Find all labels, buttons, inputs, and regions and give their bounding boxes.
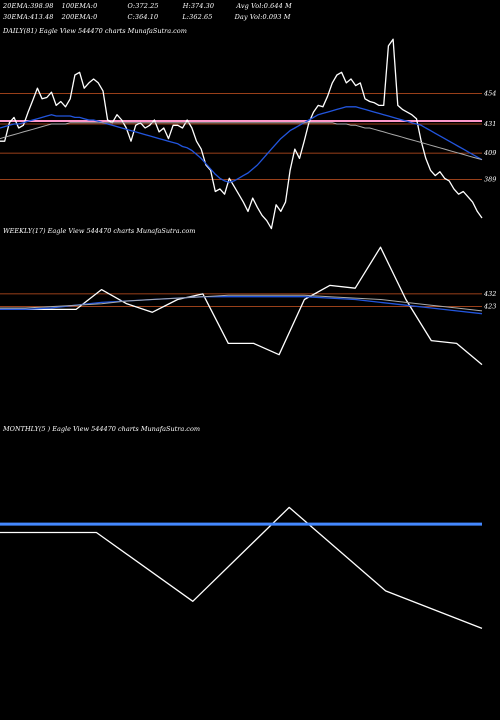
- tick-label-0-3: 389: [484, 176, 496, 184]
- series-1-ema_slow: [0, 294, 483, 312]
- close-label: C:: [127, 13, 135, 21]
- high-label: H:: [182, 2, 191, 10]
- ema200-value: 0: [93, 13, 98, 21]
- series-0-price: [0, 38, 483, 230]
- open-label: O:: [127, 2, 136, 10]
- panel-title-0: DAILY(81) Eagle View 544470 charts Munaf…: [2, 27, 187, 35]
- close-value: 364.10: [134, 13, 159, 21]
- dayvol-label: Day Vol:: [234, 13, 263, 21]
- tick-label-1-0: 432: [483, 290, 496, 298]
- tick-label-0-0: 454: [483, 90, 496, 98]
- ema100-label: 100EMA:: [61, 2, 94, 10]
- avgvol-label: Avg Vol:: [236, 2, 264, 10]
- low-value: 362.65: [189, 13, 213, 21]
- ema20-value: 398.98: [30, 2, 54, 10]
- ema20-label: 20EMA:: [3, 2, 31, 10]
- ema200-label: 200EMA:: [61, 13, 94, 21]
- tick-label-1-1: 423: [483, 303, 496, 311]
- ema100-value: 0: [93, 2, 98, 10]
- dayvol-value: 0.093 M: [262, 13, 291, 21]
- series-0-ema_slow: [0, 122, 483, 161]
- series-2-price: [0, 506, 483, 630]
- header-row-2: 30EMA:413.48 200EMA:0 C:364.10 L:362.65 …: [3, 13, 291, 21]
- header-row-1: 20EMA:398.98 100EMA:0 O:372.25 H:374.30 …: [3, 2, 292, 10]
- high-value: 374.30: [190, 2, 215, 10]
- avgvol-value: 0.644 M: [263, 2, 292, 10]
- series-0-ema_fast: [0, 106, 483, 183]
- panel-title-2: MONTHLY(5 ) Eagle View 544470 charts Mun…: [2, 425, 200, 433]
- tick-label-0-2: 409: [483, 149, 496, 157]
- ema30-value: 413.48: [30, 13, 54, 21]
- tick-label-0-1: 431: [483, 120, 496, 128]
- open-value: 372.25: [135, 2, 159, 10]
- panel-title-1: WEEKLY(17) Eagle View 544470 charts Muna…: [3, 227, 195, 235]
- series-1-price: [0, 246, 483, 366]
- low-label: L:: [182, 13, 190, 21]
- ema30-label: 30EMA:: [3, 13, 31, 21]
